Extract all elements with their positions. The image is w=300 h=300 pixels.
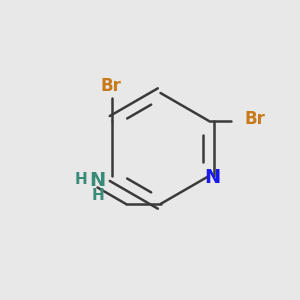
Text: Br: Br [244,110,266,128]
Text: N: N [89,170,106,190]
Text: N: N [204,168,220,187]
Text: Br: Br [100,77,122,95]
Text: H: H [75,172,87,188]
Text: H: H [91,188,104,203]
